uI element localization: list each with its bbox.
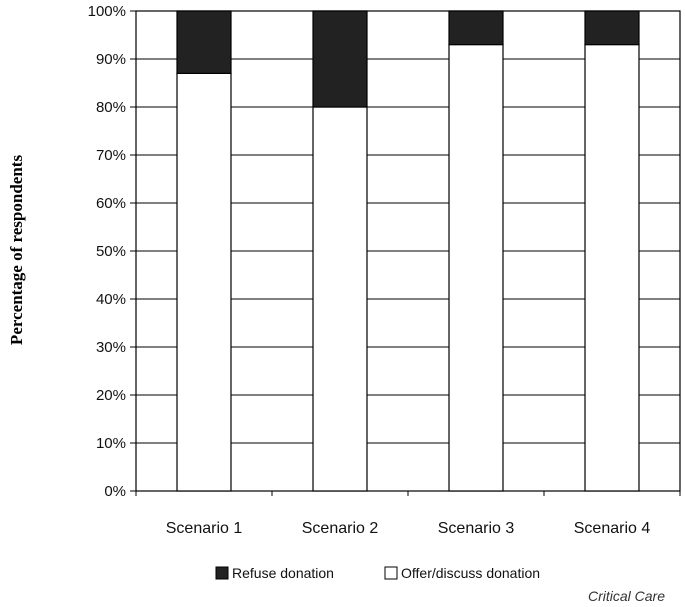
y-tick-label: 100% [88, 3, 126, 20]
y-tick-label: 0% [104, 483, 126, 500]
bar-offer-discuss [312, 106, 368, 492]
y-tick-labels: 0% 10% 20% 30% 40% 50% 60% 70% 80% 90% 100% [88, 3, 126, 500]
x-category-label: Scenario 1 [166, 520, 243, 537]
bar-refuse [584, 10, 640, 46]
bars [176, 10, 640, 492]
y-tick-label: 10% [96, 435, 126, 452]
bar-offer-discuss [584, 43, 640, 492]
axes [130, 10, 681, 496]
y-tick-label: 30% [96, 339, 126, 356]
y-tick-label: 40% [96, 291, 126, 308]
bar-refuse [448, 10, 504, 46]
legend-swatch-offer [384, 566, 398, 580]
legend: Refuse donation Offer/discuss donation [215, 565, 540, 581]
y-tick-label: 70% [96, 147, 126, 164]
y-axis-label: Percentage of respondents [7, 155, 26, 346]
y-tick-label: 60% [96, 195, 126, 212]
x-category-label: Scenario 3 [438, 520, 515, 537]
y-tick-label: 80% [96, 99, 126, 116]
legend-swatch-refuse [215, 566, 229, 580]
y-tick-label: 90% [96, 51, 126, 68]
legend-label-refuse: Refuse donation [232, 565, 334, 581]
category-labels: Scenario 1 Scenario 2 Scenario 3 Scenario 4 [166, 520, 651, 537]
bar-offer-discuss [448, 43, 504, 492]
bar-refuse [312, 10, 368, 108]
y-tick-label: 20% [96, 387, 126, 404]
bar-offer-discuss [176, 72, 232, 492]
y-tick-label: 50% [96, 243, 126, 260]
source-credit: Critical Care [588, 588, 665, 604]
x-category-label: Scenario 4 [574, 520, 651, 537]
x-category-label: Scenario 2 [302, 520, 379, 537]
legend-label-offer: Offer/discuss donation [401, 565, 540, 581]
bar-refuse [176, 10, 232, 75]
